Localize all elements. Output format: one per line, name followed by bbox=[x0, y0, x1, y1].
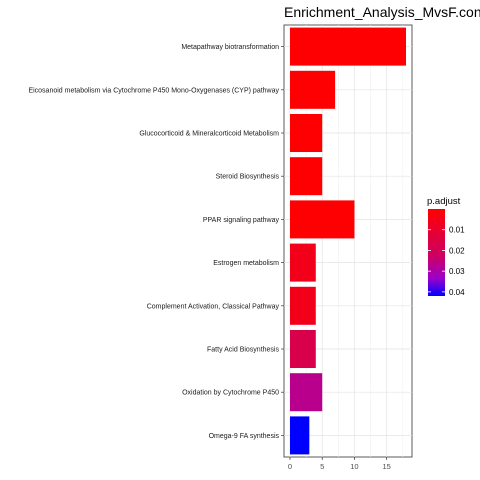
bar bbox=[290, 287, 316, 325]
bar bbox=[290, 114, 322, 152]
x-tick-label: 5 bbox=[320, 462, 324, 471]
bar bbox=[290, 71, 335, 109]
chart-title: Enrichment_Analysis_MvsF.con_v bbox=[284, 4, 480, 20]
legend-tick-label: 0.04 bbox=[449, 288, 465, 297]
x-axis-ticks: 0 5 10 15 bbox=[288, 457, 391, 471]
bar bbox=[290, 416, 309, 454]
category-label: Eicosanoid metabolism via Cytochrome P45… bbox=[28, 87, 279, 94]
x-tick-label: 10 bbox=[350, 462, 358, 471]
category-label: Complement Activation, Classical Pathway bbox=[147, 303, 280, 310]
bar bbox=[290, 200, 354, 238]
bar bbox=[290, 28, 406, 66]
category-label: Omega-9 FA synthesis bbox=[209, 433, 280, 440]
category-label: Estrogen metabolism bbox=[213, 260, 279, 267]
legend-colorbar bbox=[428, 209, 445, 296]
bar bbox=[290, 157, 322, 195]
legend-title: p.adjust bbox=[427, 196, 461, 207]
legend-tick-label: 0.02 bbox=[449, 246, 465, 255]
legend-tick-label: 0.01 bbox=[449, 226, 465, 235]
category-label: Glucocorticoid & Mineralcorticoid Metabo… bbox=[139, 131, 279, 138]
category-label: Steroid Biosynthesis bbox=[216, 174, 280, 181]
legend: p.adjust 0.01 0.02 0.03 0.04 bbox=[427, 196, 465, 297]
category-label: PPAR signaling pathway bbox=[203, 217, 280, 224]
bar bbox=[290, 373, 322, 411]
x-tick-label: 0 bbox=[288, 462, 292, 471]
category-label: Metapathway biotransformation bbox=[181, 44, 279, 51]
bar bbox=[290, 244, 316, 282]
category-labels: Metapathway biotransformation Eicosanoid … bbox=[28, 44, 284, 440]
legend-tick-label: 0.03 bbox=[449, 267, 465, 276]
category-label: Fatty Acid Biosynthesis bbox=[207, 347, 279, 354]
category-label: Oxidation by Cytochrome P450 bbox=[182, 390, 279, 397]
x-tick-label: 15 bbox=[382, 462, 390, 471]
bar bbox=[290, 330, 316, 368]
